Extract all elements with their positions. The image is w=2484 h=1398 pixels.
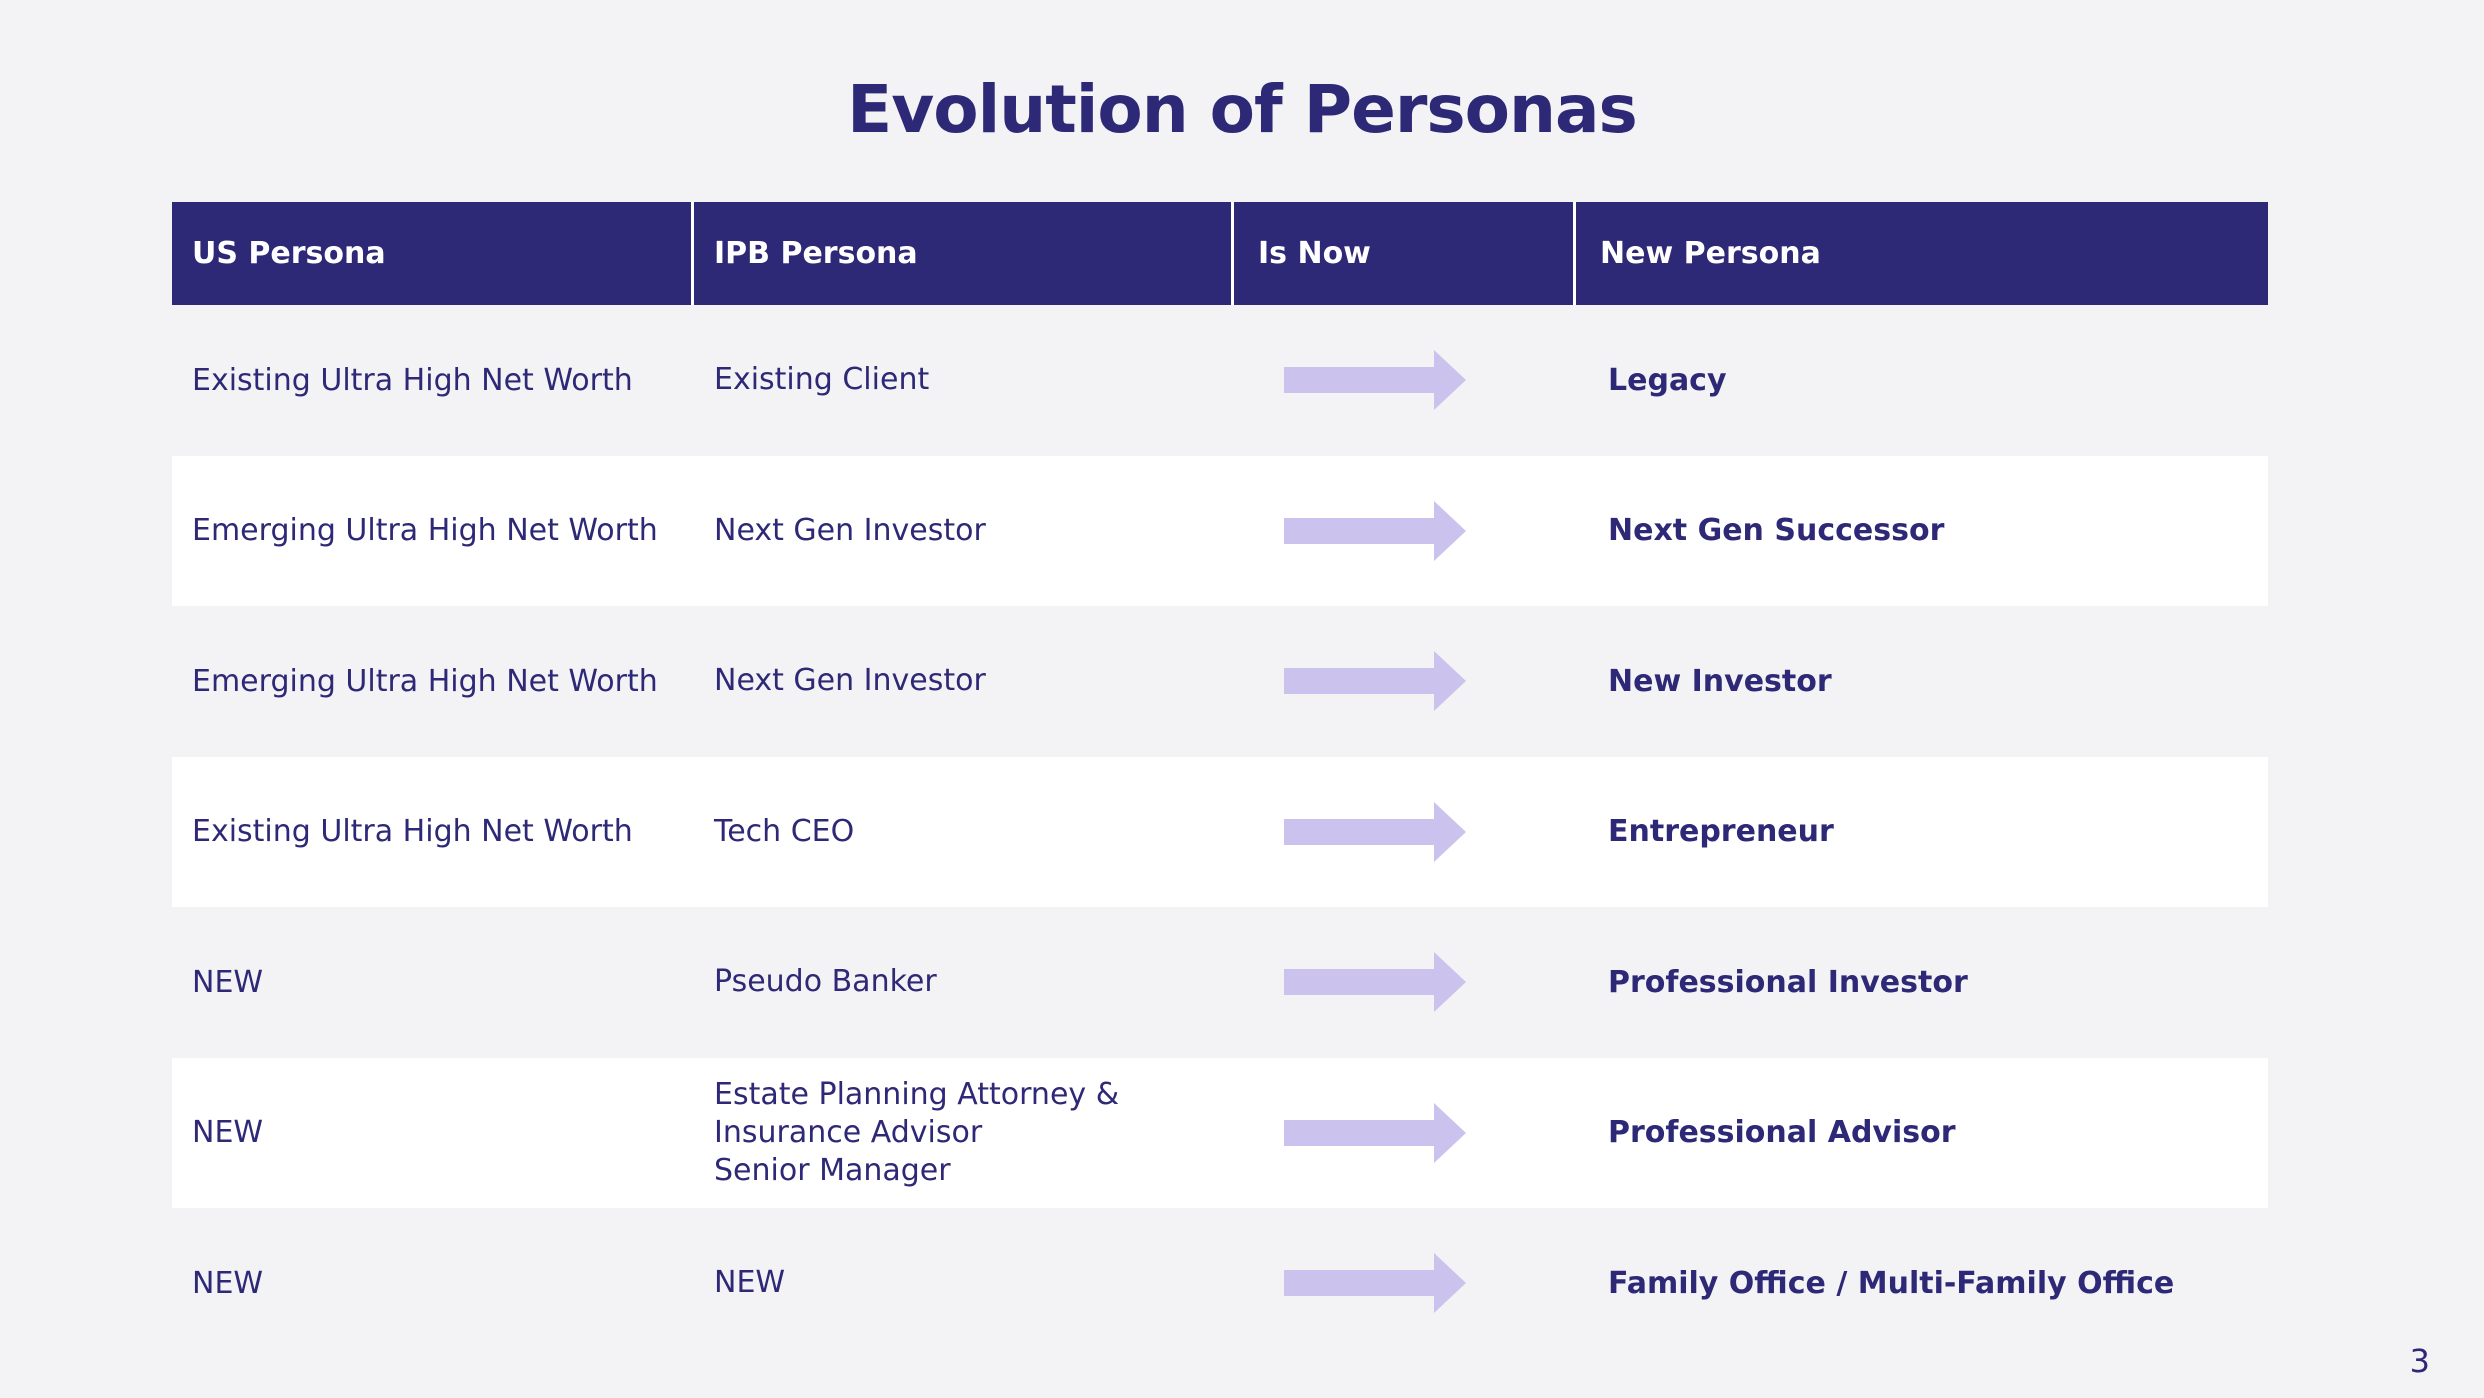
us-persona-cell: NEW bbox=[192, 1265, 264, 1301]
table-row: NEW NEW Family Office / Multi-Family Off… bbox=[172, 1208, 2268, 1359]
table-row: Existing Ultra High Net Worth Existing C… bbox=[172, 305, 2268, 456]
ipb-persona-cell: Pseudo Banker bbox=[714, 964, 937, 1000]
table-row: Emerging Ultra High Net Worth Next Gen I… bbox=[172, 455, 2268, 607]
page-number: 3 bbox=[2409, 1342, 2430, 1380]
us-persona-cell: Existing Ultra High Net Worth bbox=[192, 814, 633, 850]
new-persona-cell: Entrepreneur bbox=[1608, 814, 1834, 850]
header-ipb-persona: IPB Persona bbox=[694, 202, 1234, 305]
right-arrow-icon bbox=[1284, 500, 1466, 561]
right-arrow-icon bbox=[1284, 1253, 1466, 1314]
ipb-persona-cell: NEW bbox=[714, 1265, 786, 1301]
new-persona-cell: Family Office / Multi-Family Office bbox=[1608, 1265, 2175, 1301]
ipb-persona-cell: Estate Planning Attorney & Insurance Adv… bbox=[714, 1076, 1120, 1188]
us-persona-cell: Existing Ultra High Net Worth bbox=[192, 362, 633, 398]
us-persona-cell: NEW bbox=[192, 1115, 264, 1151]
right-arrow-icon bbox=[1284, 952, 1466, 1013]
transition-arrow bbox=[1234, 456, 1576, 607]
table-row: Emerging Ultra High Net Worth Next Gen I… bbox=[172, 606, 2268, 757]
new-persona-cell: Next Gen Successor bbox=[1608, 513, 1945, 549]
transition-arrow bbox=[1234, 1208, 1576, 1359]
new-persona-cell: Professional Advisor bbox=[1608, 1115, 1956, 1151]
transition-arrow bbox=[1234, 606, 1576, 757]
transition-arrow bbox=[1234, 1058, 1576, 1209]
right-arrow-icon bbox=[1284, 651, 1466, 712]
table-row: NEW Estate Planning Attorney & Insurance… bbox=[172, 1057, 2268, 1209]
new-persona-cell: Professional Investor bbox=[1608, 964, 1968, 1000]
table-row: Existing Ultra High Net Worth Tech CEO E… bbox=[172, 756, 2268, 908]
us-persona-cell: NEW bbox=[192, 964, 264, 1000]
right-arrow-icon bbox=[1284, 801, 1466, 862]
header-is-now: Is Now bbox=[1234, 202, 1576, 305]
transition-arrow bbox=[1234, 757, 1576, 908]
new-persona-cell: New Investor bbox=[1608, 663, 1832, 699]
slide-title: Evolution of Personas bbox=[847, 71, 1638, 148]
table-row: NEW Pseudo Banker Professional Investor bbox=[172, 907, 2268, 1058]
right-arrow-icon bbox=[1284, 1102, 1466, 1163]
persona-table: US Persona IPB Persona Is Now New Person… bbox=[172, 202, 2268, 1359]
ipb-persona-cell: Next Gen Investor bbox=[714, 663, 986, 699]
ipb-persona-cell: Existing Client bbox=[714, 362, 930, 398]
transition-arrow bbox=[1234, 907, 1576, 1058]
ipb-persona-cell: Next Gen Investor bbox=[714, 512, 986, 548]
right-arrow-icon bbox=[1284, 350, 1466, 411]
header-us-persona: US Persona bbox=[172, 202, 694, 305]
ipb-persona-cell: Tech CEO bbox=[714, 813, 855, 849]
us-persona-cell: Emerging Ultra High Net Worth bbox=[192, 513, 658, 549]
table-header-row: US Persona IPB Persona Is Now New Person… bbox=[172, 202, 2268, 305]
new-persona-cell: Legacy bbox=[1608, 362, 1727, 398]
header-new-persona: New Persona bbox=[1600, 236, 1821, 271]
us-persona-cell: Emerging Ultra High Net Worth bbox=[192, 663, 658, 699]
transition-arrow bbox=[1234, 305, 1576, 456]
